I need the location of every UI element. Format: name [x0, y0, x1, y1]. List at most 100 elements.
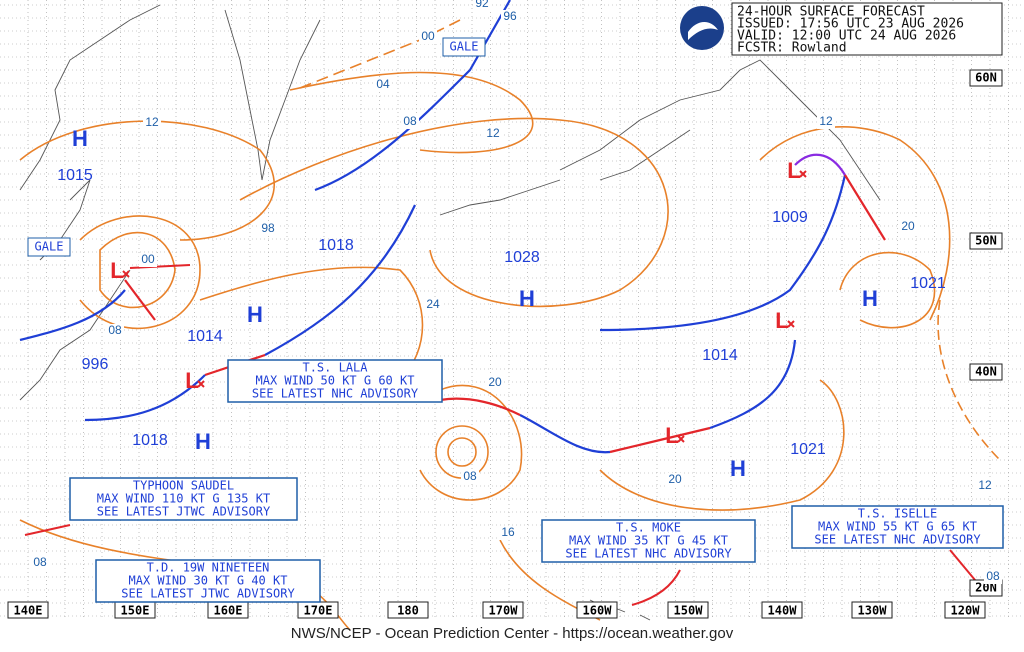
lon-label: 120W [951, 604, 981, 618]
isobar [239, 117, 669, 308]
storm-arrows [24, 264, 976, 606]
fronts [19, 0, 886, 454]
isobar-label: 16 [501, 525, 515, 539]
isobar [19, 120, 275, 241]
isobar-label: 08 [33, 555, 47, 569]
isobar-label-bg [143, 116, 161, 130]
high-center: H [195, 429, 211, 454]
isobar-label: 20 [901, 219, 915, 233]
isobar-label: 20 [488, 375, 502, 389]
advisory-line: T.S. MOKE [616, 521, 681, 535]
pressure-label: 1015 [57, 167, 93, 184]
advisory-line: SEE LATEST NHC ADVISORY [252, 387, 419, 401]
isobar-label-bg [666, 473, 684, 487]
pressure-label: 1021 [790, 441, 826, 458]
low-marker [677, 435, 685, 443]
lon-label: 160W [583, 604, 613, 618]
isobar [199, 266, 424, 381]
isobar-label-bg [817, 115, 835, 129]
lon-label-box [482, 601, 524, 619]
isobar-label: 04 [376, 77, 390, 91]
noaa-logo [680, 6, 724, 50]
high-center: H [862, 286, 878, 311]
lon-label: 150E [121, 604, 150, 618]
header-box [731, 2, 1003, 56]
isobar-label-bg [473, 0, 491, 11]
motion-arrow [631, 569, 681, 606]
isobar-label: 92 [475, 0, 489, 10]
lat-label-box [969, 232, 1003, 250]
isobar-label-bg [486, 376, 504, 390]
lon-label: 180 [397, 604, 419, 618]
coast-aleutians [439, 179, 561, 216]
isobar [447, 437, 477, 467]
lon-label: 130W [858, 604, 888, 618]
warm-front [439, 397, 521, 416]
low-center: L [110, 258, 123, 283]
motion-arrow [24, 524, 71, 536]
isobar-label-bg [139, 253, 157, 267]
isobar-label-bg [461, 470, 479, 484]
low-center: L [775, 308, 788, 333]
advisory-line: SEE LATEST NHC ADVISORY [814, 533, 981, 547]
pressure-label: 1028 [504, 249, 540, 266]
pressure-label: 1018 [132, 432, 168, 449]
header-line: 24-HOUR SURFACE FORECAST [737, 5, 925, 20]
isobar [79, 215, 201, 330]
warm-front [124, 279, 156, 321]
isobar-label: 12 [486, 126, 500, 140]
low-marker [799, 170, 807, 178]
isobar [839, 251, 936, 329]
lat-label: 50N [975, 234, 997, 248]
advisory-line: T.D. 19W NINETEEN [147, 561, 270, 575]
pressure-label: 1014 [187, 328, 223, 345]
lon-label-box [576, 601, 618, 619]
advisory-line: SEE LATEST JTWC ADVISORY [97, 505, 271, 519]
advisory-line: TYPHOON SAUDEL [133, 479, 234, 493]
isobar-label-bg [419, 30, 437, 44]
isobar-label: 08 [463, 469, 477, 483]
isobar [99, 231, 176, 309]
warm-front [844, 174, 886, 241]
gale-box [27, 237, 71, 257]
isobar-label-bg [976, 479, 994, 493]
isobar-label: 98 [261, 221, 275, 235]
isobar-label: 12 [145, 115, 159, 129]
isobar-label: 08 [403, 114, 417, 128]
header-line: FCSTR: Rowland [737, 41, 847, 56]
cold-front [709, 339, 797, 430]
advisory-box [541, 519, 756, 563]
isobar-label-bg [424, 298, 442, 312]
isobar-label-bg [106, 324, 124, 338]
advisory-line: SEE LATEST JTWC ADVISORY [121, 587, 295, 601]
pressure-label: 1018 [318, 237, 354, 254]
warm-front [609, 426, 711, 454]
advisory-line: T.S. LALA [302, 361, 368, 375]
lon-label-box [851, 601, 893, 619]
low-center: L [665, 423, 678, 448]
cold-front [314, 0, 511, 192]
isobar [937, 299, 1001, 461]
isobar-label: 08 [108, 323, 122, 337]
gale-label: GALE [35, 240, 64, 254]
cold-front [264, 204, 416, 356]
cold-front [19, 289, 126, 342]
lon-label: 170W [489, 604, 519, 618]
motion-arrow [129, 264, 191, 269]
low-marker [122, 270, 130, 278]
gale-label: GALE [450, 40, 479, 54]
cold-front [599, 174, 847, 332]
advisory-box [95, 559, 321, 603]
lon-label-box [761, 601, 803, 619]
lon-label-box [944, 601, 986, 619]
lon-label-box [7, 601, 49, 619]
isobar-label: 96 [503, 9, 517, 23]
lon-label: 140E [14, 604, 43, 618]
lon-label: 170E [304, 604, 333, 618]
isobar-label: 12 [978, 478, 992, 492]
isobar [419, 384, 523, 501]
isobar-label-bg [401, 115, 419, 129]
isobar-label-bg [374, 78, 392, 92]
